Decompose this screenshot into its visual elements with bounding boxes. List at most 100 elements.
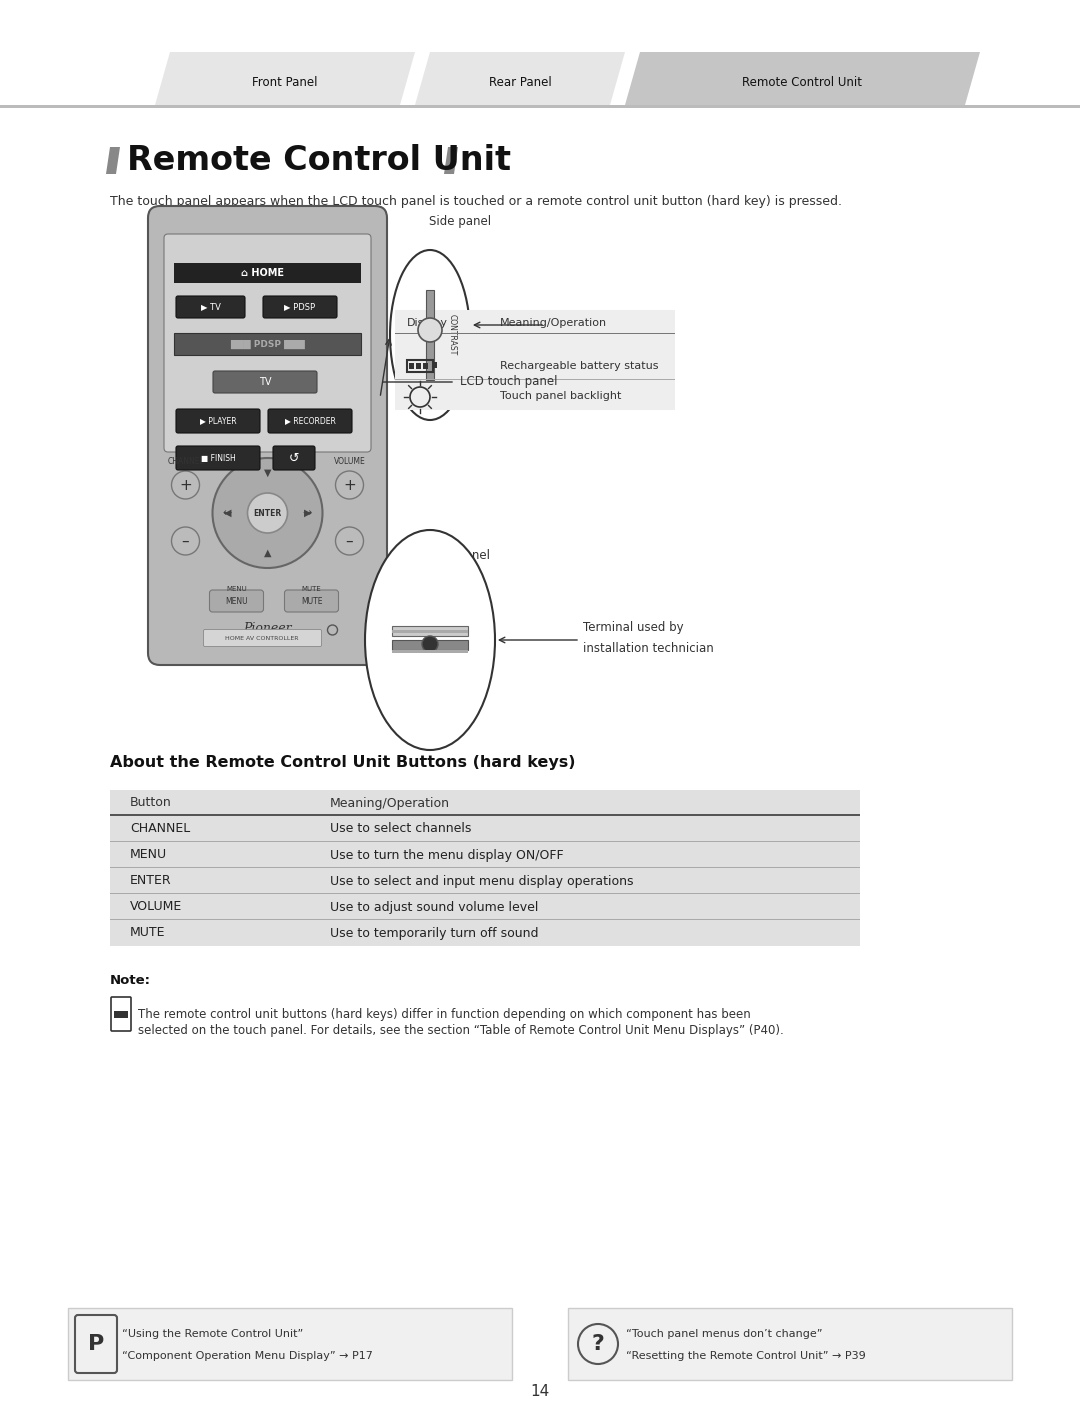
FancyBboxPatch shape — [213, 371, 318, 393]
Text: Button: Button — [130, 796, 172, 809]
Bar — [174, 333, 361, 355]
FancyBboxPatch shape — [264, 295, 337, 318]
Text: Use to select and input menu display operations: Use to select and input menu display ope… — [330, 875, 634, 888]
Text: VOLUME: VOLUME — [130, 900, 183, 913]
Text: CONTRAST: CONTRAST — [548, 318, 617, 332]
Bar — [395, 310, 675, 409]
Text: Note:: Note: — [110, 974, 151, 986]
Text: ◀: ◀ — [224, 508, 231, 518]
Text: TV: TV — [259, 377, 271, 387]
Text: ⌂ HOME: ⌂ HOME — [241, 267, 284, 279]
Text: CHANNEL: CHANNEL — [130, 823, 190, 836]
Text: Remote Control Unit: Remote Control Unit — [743, 76, 863, 89]
Text: installation technician: installation technician — [583, 642, 714, 654]
Text: ENTER: ENTER — [254, 508, 282, 518]
Text: ■ FINISH: ■ FINISH — [201, 453, 235, 463]
Bar — [392, 630, 468, 633]
Circle shape — [213, 459, 323, 568]
Text: CHANNEL: CHANNEL — [167, 456, 204, 466]
Text: Use to adjust sound volume level: Use to adjust sound volume level — [330, 900, 538, 913]
Bar — [568, 1309, 1012, 1380]
Text: “Resetting the Remote Control Unit” → P39: “Resetting the Remote Control Unit” → P3… — [626, 1351, 866, 1361]
Text: VOLUME: VOLUME — [334, 456, 365, 466]
Text: MUTE: MUTE — [130, 926, 165, 940]
Bar — [110, 815, 860, 816]
FancyBboxPatch shape — [176, 446, 260, 470]
Text: MUTE: MUTE — [300, 597, 322, 605]
Text: ███ PDSP ███: ███ PDSP ███ — [230, 339, 305, 349]
Text: Side panel: Side panel — [429, 215, 491, 228]
Ellipse shape — [365, 530, 495, 750]
Text: Touch panel backlight: Touch panel backlight — [500, 391, 621, 401]
Polygon shape — [444, 146, 458, 174]
Bar — [433, 362, 437, 369]
Bar — [110, 789, 860, 946]
Text: ▲: ▲ — [264, 547, 271, 559]
Bar — [426, 290, 434, 380]
Text: MENU: MENU — [130, 848, 167, 861]
Circle shape — [418, 318, 442, 342]
Text: CONTRAST: CONTRAST — [447, 314, 457, 356]
Text: MENU: MENU — [226, 597, 247, 605]
Text: Meaning/Operation: Meaning/Operation — [500, 318, 607, 328]
Text: Use to temporarily turn off sound: Use to temporarily turn off sound — [330, 926, 539, 940]
Text: ?: ? — [592, 1334, 605, 1354]
Bar — [174, 263, 361, 283]
Text: ▶ TV: ▶ TV — [201, 303, 220, 311]
Text: LCD touch panel: LCD touch panel — [460, 376, 557, 388]
Polygon shape — [156, 52, 415, 106]
Text: The touch panel appears when the LCD touch panel is touched or a remote control : The touch panel appears when the LCD tou… — [110, 196, 842, 208]
Text: P: P — [87, 1334, 104, 1354]
FancyBboxPatch shape — [284, 590, 338, 612]
Text: display contrast): display contrast) — [548, 369, 642, 378]
Text: ENTER: ENTER — [130, 875, 172, 888]
Bar — [416, 363, 421, 369]
Bar — [407, 360, 433, 371]
Ellipse shape — [390, 250, 470, 421]
Text: –: – — [405, 373, 411, 387]
Circle shape — [336, 528, 364, 554]
Bar — [409, 363, 414, 369]
Bar — [68, 1309, 512, 1380]
Text: “Component Operation Menu Display” → P17: “Component Operation Menu Display” → P17 — [122, 1351, 373, 1361]
Text: (adjusts touch panel: (adjusts touch panel — [548, 350, 662, 360]
Text: →: → — [302, 508, 312, 518]
Bar — [114, 1012, 129, 1019]
Bar — [392, 626, 468, 636]
FancyBboxPatch shape — [164, 234, 372, 452]
Circle shape — [336, 471, 364, 499]
Text: Use to turn the menu display ON/OFF: Use to turn the menu display ON/OFF — [330, 848, 564, 861]
Text: HOME AV CONTROLLER: HOME AV CONTROLLER — [226, 636, 299, 640]
FancyBboxPatch shape — [210, 590, 264, 612]
Polygon shape — [415, 52, 625, 106]
Text: ▶ RECORDER: ▶ RECORDER — [284, 416, 336, 425]
Text: 14: 14 — [530, 1384, 550, 1400]
Text: “Using the Remote Control Unit”: “Using the Remote Control Unit” — [122, 1330, 303, 1339]
Text: Pioneer: Pioneer — [243, 622, 292, 635]
Text: ▼: ▼ — [264, 469, 271, 478]
Polygon shape — [625, 52, 980, 106]
Text: –: – — [181, 533, 189, 549]
Circle shape — [247, 492, 287, 533]
Text: Remote Control Unit: Remote Control Unit — [127, 144, 511, 176]
Text: –: – — [346, 533, 353, 549]
Text: ▶ PLAYER: ▶ PLAYER — [200, 416, 237, 425]
FancyBboxPatch shape — [203, 629, 322, 646]
Circle shape — [422, 636, 438, 651]
Text: “Touch panel menus don’t change”: “Touch panel menus don’t change” — [626, 1330, 823, 1339]
Text: Rear Panel: Rear Panel — [488, 76, 552, 89]
Bar — [395, 332, 675, 333]
FancyBboxPatch shape — [176, 409, 260, 433]
Circle shape — [172, 528, 200, 554]
Text: ←: ← — [222, 508, 232, 518]
Text: ▶: ▶ — [303, 508, 311, 518]
Text: Meaning/Operation: Meaning/Operation — [330, 796, 450, 809]
Text: +: + — [179, 477, 192, 492]
Bar — [0, 106, 1080, 108]
Circle shape — [172, 471, 200, 499]
FancyBboxPatch shape — [176, 295, 245, 318]
Text: About the Remote Control Unit Buttons (hard keys): About the Remote Control Unit Buttons (h… — [110, 756, 576, 770]
Text: MUTE: MUTE — [301, 585, 322, 592]
Text: MENU: MENU — [226, 585, 247, 592]
FancyBboxPatch shape — [273, 446, 315, 470]
